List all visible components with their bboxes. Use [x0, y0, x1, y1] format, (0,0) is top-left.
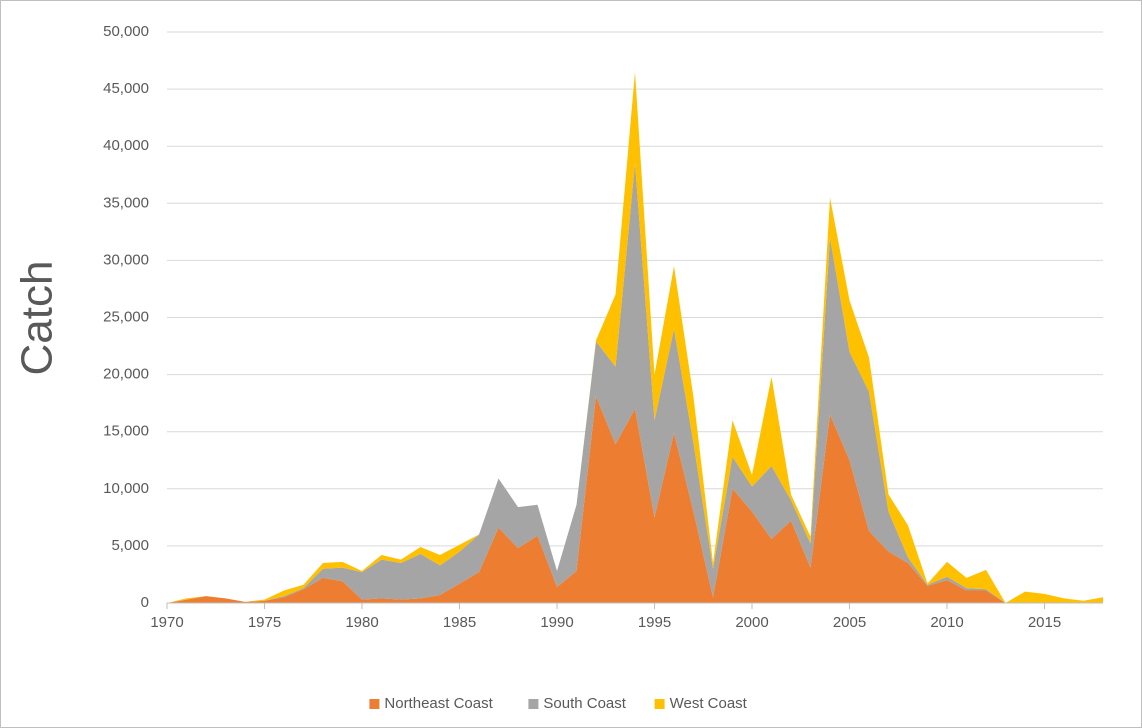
- legend-swatch: [654, 699, 665, 709]
- area: [167, 396, 1103, 603]
- legend-swatch: [528, 699, 539, 709]
- y-tick-label: 15,000: [103, 423, 149, 440]
- x-tick-label: 1990: [540, 614, 573, 631]
- y-tick-label: 30,000: [103, 251, 149, 268]
- legend-label: Northeast Coast: [384, 695, 493, 712]
- y-tick-label: 5,000: [111, 537, 149, 554]
- x-tick-label: 2015: [1028, 614, 1061, 631]
- x-tick-label: 2005: [833, 614, 866, 631]
- legend-swatch: [369, 699, 380, 709]
- x-tick-label: 1980: [345, 614, 378, 631]
- legend-label: West Coast: [670, 695, 748, 712]
- y-tick-label: 10,000: [103, 480, 149, 497]
- y-tick-label: 25,000: [103, 308, 149, 325]
- legend-label: South Coast: [543, 695, 626, 712]
- y-tick-label: 40,000: [103, 137, 149, 154]
- x-tick-label: 2000: [735, 614, 768, 631]
- x-tick-label: 1970: [150, 614, 183, 631]
- y-tick-label: 50,000: [103, 23, 149, 40]
- y-tick-label: 20,000: [103, 366, 149, 383]
- x-tick-label: 1995: [638, 614, 671, 631]
- y-tick-label: 0: [141, 594, 149, 611]
- area: [167, 163, 1103, 603]
- y-tick-label: 35,000: [103, 194, 149, 211]
- x-tick-label: 1975: [248, 614, 281, 631]
- x-tick-label: 1985: [443, 614, 476, 631]
- y-tick-label: 45,000: [103, 80, 149, 97]
- y-axis-label: Catch: [13, 261, 62, 376]
- x-tick-label: 2010: [930, 614, 963, 631]
